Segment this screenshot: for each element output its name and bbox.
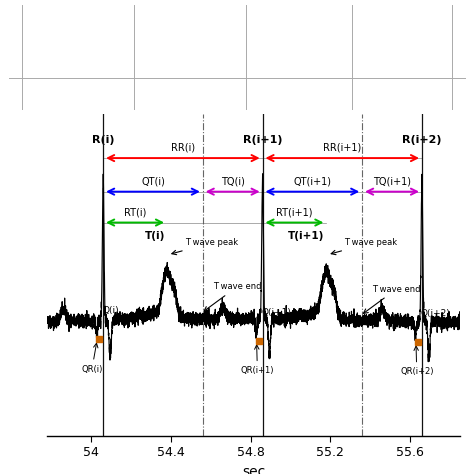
Text: RR(i+1): RR(i+1): [323, 143, 361, 153]
Text: RT(i): RT(i): [124, 207, 146, 217]
Text: R(i+2): R(i+2): [402, 135, 442, 145]
Text: Q(i): Q(i): [102, 306, 119, 315]
Text: R(i): R(i): [92, 135, 114, 145]
Text: T wave peak: T wave peak: [331, 238, 397, 255]
Text: QT(i): QT(i): [141, 176, 165, 186]
Text: RT(i+1): RT(i+1): [276, 207, 313, 217]
Text: T(i): T(i): [145, 231, 165, 241]
Text: QR(i+2): QR(i+2): [400, 346, 434, 376]
Text: TQ(i): TQ(i): [221, 176, 245, 186]
Text: QT(i+1): QT(i+1): [293, 176, 331, 186]
Text: T wave peak: T wave peak: [172, 238, 238, 255]
Text: QR(i+1): QR(i+1): [241, 345, 274, 375]
Text: Q(i+1): Q(i+1): [262, 308, 292, 317]
Text: RR(i): RR(i): [171, 143, 195, 153]
Text: QR(i): QR(i): [81, 343, 103, 374]
Text: T(i+1): T(i+1): [288, 231, 324, 241]
Text: T wave end: T wave end: [204, 283, 261, 311]
X-axis label: sec: sec: [242, 465, 265, 474]
Text: Q(i+2): Q(i+2): [421, 309, 451, 318]
Text: TQ(i+1): TQ(i+1): [373, 176, 411, 186]
Text: T wave end: T wave end: [364, 284, 420, 313]
Text: R(i+1): R(i+1): [243, 135, 283, 145]
